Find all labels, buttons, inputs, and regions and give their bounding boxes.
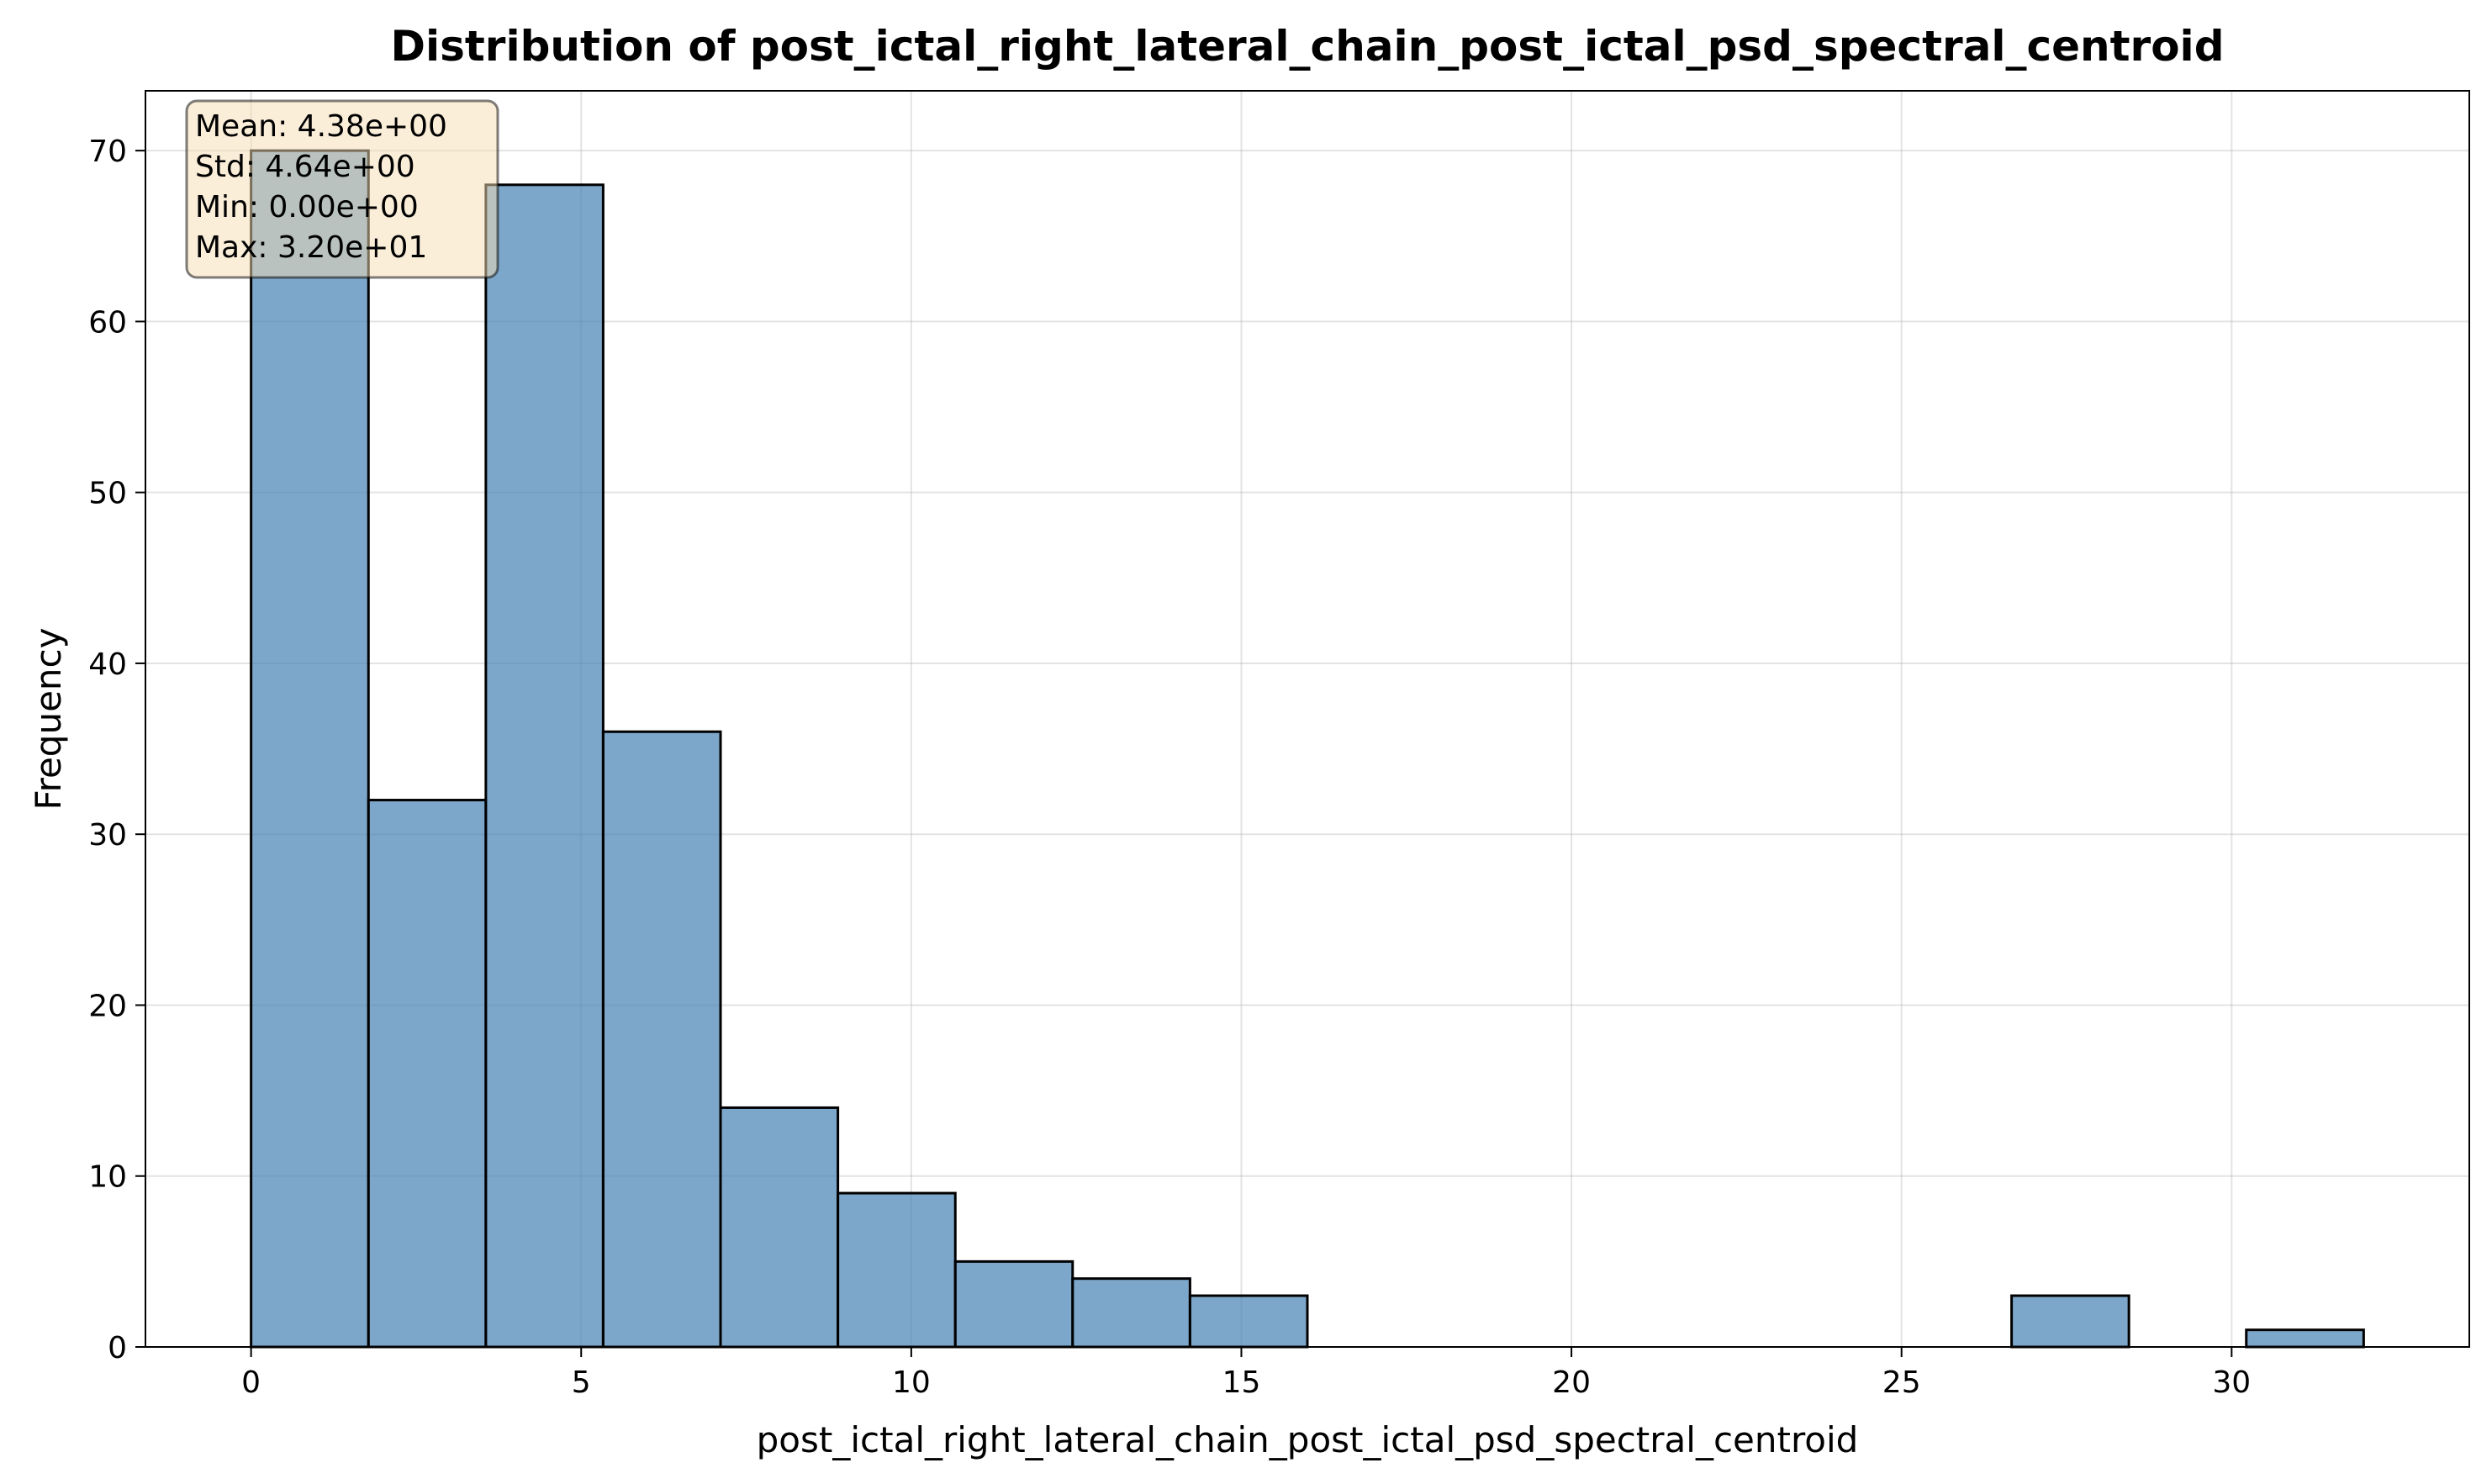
x-tick-label: 20: [1552, 1365, 1591, 1400]
stats-max: Max: 3.20e+01: [195, 230, 427, 265]
histogram-bar: [2010, 1294, 2130, 1349]
histogram-bar: [719, 1106, 840, 1349]
histogram-bar: [1188, 1294, 1309, 1349]
y-tick-label: 10: [88, 1160, 127, 1195]
stats-mean: Mean: 4.38e+00: [195, 109, 447, 144]
y-tick-label: 50: [88, 477, 127, 511]
y-axis-ticks: 0 10 20 30 40 50 60 70: [88, 135, 145, 1365]
x-tick-label: 0: [241, 1365, 261, 1400]
x-tick-label: 10: [892, 1365, 931, 1400]
x-tick-label: 15: [1222, 1365, 1261, 1400]
bars-layer: [250, 149, 2365, 1349]
stats-box: Mean: 4.38e+00 Std: 4.64e+00 Min: 0.00e+…: [185, 99, 499, 279]
y-tick-label: 60: [88, 305, 127, 340]
plot-frame: [145, 90, 2470, 1348]
stats-std: Std: 4.64e+00: [195, 150, 415, 184]
x-axis-label: post_ictal_right_lateral_chain_post_icta…: [757, 1419, 1859, 1460]
y-tick-label: 70: [88, 135, 127, 169]
stats-box-background: [185, 99, 499, 279]
histogram-bar: [837, 1191, 957, 1349]
histogram-bar: [250, 149, 370, 1349]
x-tick-label: 30: [2212, 1365, 2251, 1400]
y-tick-label: 0: [108, 1331, 127, 1365]
histogram-bar: [367, 799, 488, 1349]
chart-title: Distribution of post_ictal_right_lateral…: [390, 22, 2224, 71]
y-tick-label: 30: [88, 818, 127, 853]
histogram-bar: [1071, 1277, 1191, 1349]
y-tick-label: 40: [88, 647, 127, 682]
x-axis-ticks: 0 5 10 15 20 25 30: [241, 1347, 2251, 1400]
histogram-bar: [2245, 1328, 2365, 1349]
histogram-bar: [601, 730, 722, 1349]
y-tick-label: 20: [88, 989, 127, 1023]
y-axis-label: Frequency: [28, 628, 69, 811]
x-tick-label: 25: [1882, 1365, 1921, 1400]
histogram-bar: [953, 1260, 1074, 1349]
x-tick-label: 5: [572, 1365, 591, 1400]
histogram-bar: [484, 183, 605, 1349]
stats-min: Min: 0.00e+00: [195, 190, 419, 224]
